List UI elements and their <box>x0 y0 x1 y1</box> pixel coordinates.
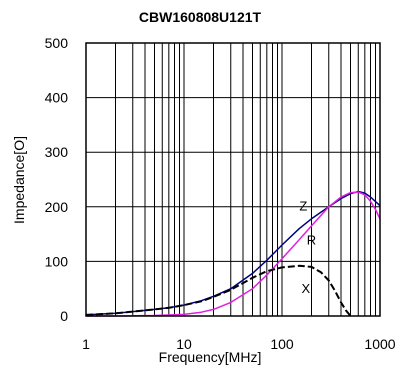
y-tick-label: 400 <box>45 90 69 106</box>
x-tick-labels: 1 10 100 1000 <box>82 336 396 352</box>
x-tick-label: 10 <box>176 336 192 352</box>
series-x-line <box>85 264 352 317</box>
y-tick-label: 200 <box>45 199 69 215</box>
grid <box>86 43 380 316</box>
plot-frame <box>85 42 381 317</box>
y-tick-label: 500 <box>45 35 69 51</box>
curve-label-z: Z <box>299 199 307 214</box>
curve-label-x: X <box>301 281 310 296</box>
y-tick-labels: 0 100 200 300 400 500 <box>45 35 69 324</box>
y-tick-label: 0 <box>60 308 68 324</box>
y-tick-label: 300 <box>45 144 69 160</box>
x-tick-label: 100 <box>270 336 294 352</box>
x-tick-label: 1000 <box>364 336 395 352</box>
series-r-line <box>86 191 381 317</box>
y-tick-label: 100 <box>45 253 69 269</box>
curve-labels: Z R X <box>299 199 316 296</box>
chart-title: CBW160808U121T <box>139 9 262 25</box>
curve-label-r: R <box>307 232 316 247</box>
x-tick-label: 1 <box>82 336 90 352</box>
x-axis-label: Frequency[MHz] <box>159 349 262 365</box>
series-z-line <box>85 190 381 316</box>
y-axis-label: Impedance[O] <box>11 136 27 224</box>
series-group <box>85 190 381 317</box>
